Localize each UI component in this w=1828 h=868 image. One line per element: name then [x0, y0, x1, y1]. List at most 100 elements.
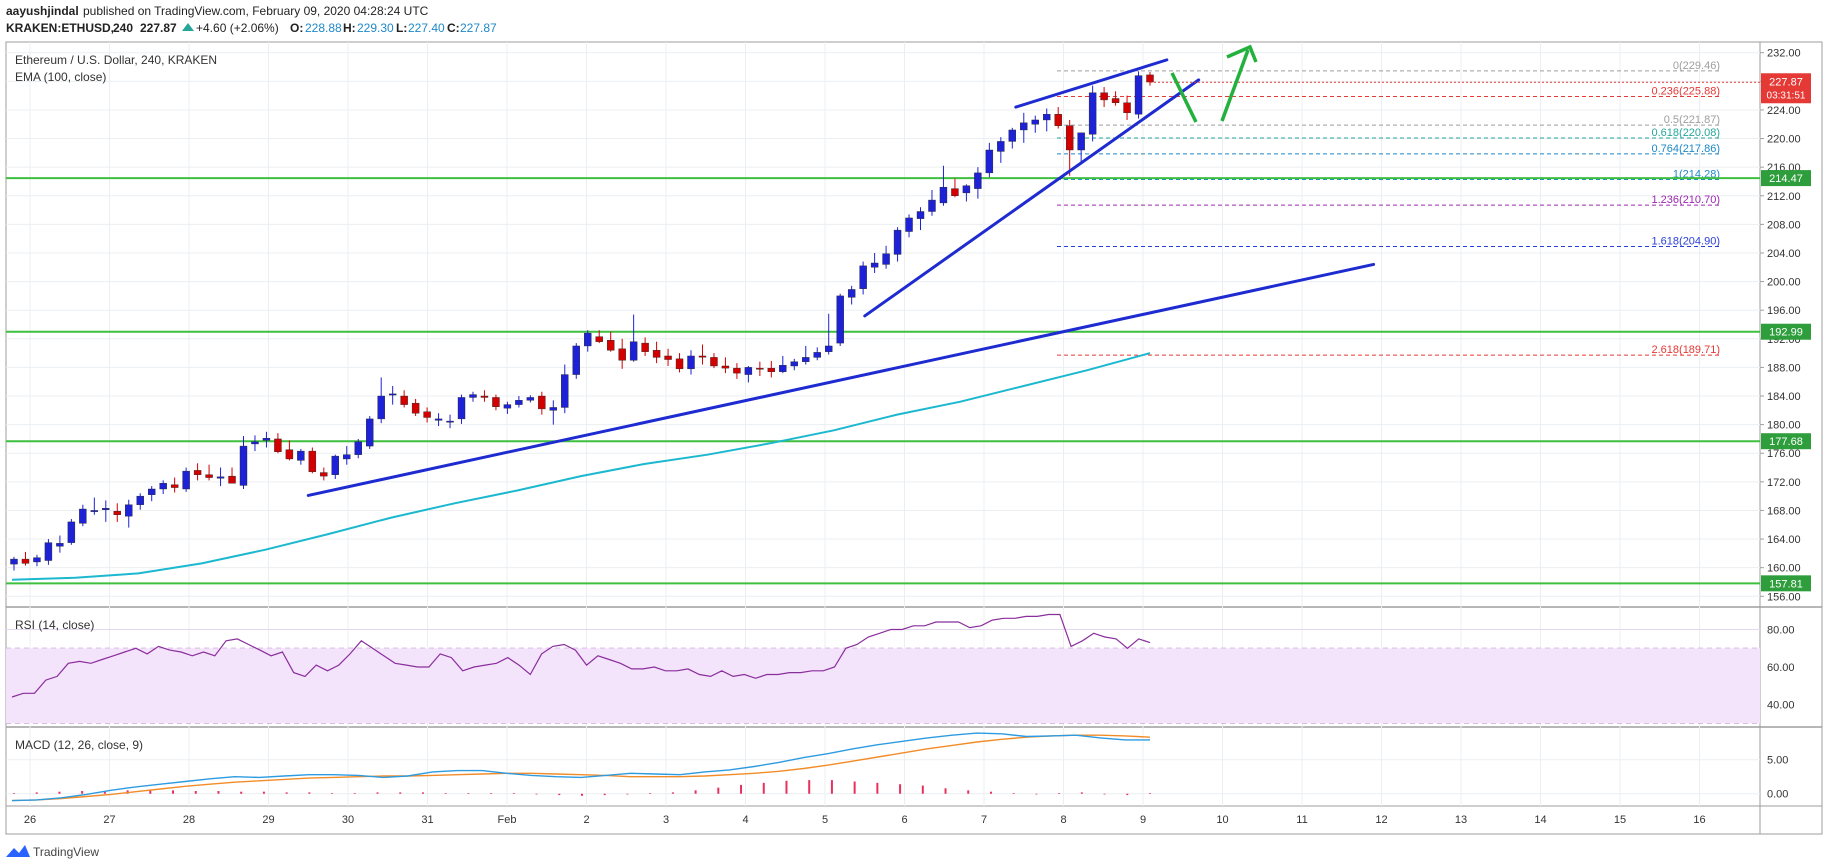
bearish-candle — [205, 464, 213, 481]
y-tick-label: 164.00 — [1767, 534, 1801, 546]
bullish-candle — [744, 365, 753, 383]
fib-level-label: 0.5(221.87) — [1664, 114, 1720, 126]
low-value: 227.40 — [408, 21, 445, 35]
bullish-candle — [67, 519, 76, 545]
last-price-tag — [1761, 73, 1811, 104]
x-tick-label: 12 — [1375, 814, 1387, 826]
candle-body — [549, 407, 558, 411]
candle-body — [652, 350, 661, 358]
x-tick-label: 30 — [342, 814, 354, 826]
candle-body — [331, 455, 339, 475]
candle-body — [985, 149, 994, 174]
support-price-tag — [1761, 575, 1811, 592]
y-tick-label: 176.00 — [1767, 448, 1801, 460]
up-triangle-icon — [182, 23, 194, 31]
bullish-candle — [526, 395, 535, 403]
bullish-candle — [457, 394, 466, 424]
projection-arrow[interactable] — [1170, 44, 1258, 123]
candle-body — [916, 211, 925, 219]
candle-body — [526, 397, 535, 401]
bullish-candle — [515, 396, 523, 408]
trendline-major-support[interactable] — [306, 262, 1376, 497]
candle-body — [974, 172, 982, 189]
bullish-candle — [262, 431, 271, 448]
arrow-down-leg — [1170, 72, 1198, 123]
bearish-candle — [767, 360, 776, 378]
trendline-rising-support[interactable] — [863, 78, 1201, 318]
candle-body — [1100, 92, 1108, 101]
candle-body — [997, 141, 1005, 152]
bearish-candle — [285, 440, 294, 461]
candle-body — [538, 395, 546, 410]
bullish-candle — [90, 497, 99, 515]
bullish-candle — [102, 500, 110, 522]
bullish-candle — [962, 184, 971, 202]
support-price-tag — [1761, 170, 1811, 187]
ema-legend: EMA (100, close) — [15, 70, 106, 84]
candle-body — [1020, 122, 1028, 131]
candle-body — [664, 355, 672, 360]
header-price: 227.87 — [140, 21, 177, 35]
candle-body — [446, 420, 454, 423]
candle-body — [102, 508, 110, 510]
close-value: 227.87 — [460, 21, 497, 35]
bearish-candle — [1100, 87, 1108, 108]
candle-body — [216, 476, 225, 479]
x-tick-label: 15 — [1614, 814, 1626, 826]
bearish-candle — [664, 348, 672, 366]
bullish-candle — [446, 414, 454, 429]
support-price-label: 192.99 — [1769, 327, 1803, 339]
candle-body — [503, 404, 512, 409]
candle-body — [744, 367, 753, 375]
trendlines[interactable] — [306, 58, 1376, 497]
y-tick-label: 172.00 — [1767, 477, 1801, 489]
trendline-rising-resistance[interactable] — [1014, 58, 1169, 109]
candle-body — [802, 357, 810, 362]
candle-body — [21, 558, 30, 564]
candle-body — [1065, 125, 1074, 151]
ema-layer — [11, 352, 1151, 581]
candle-body — [721, 365, 730, 369]
candle-body — [813, 352, 821, 358]
tradingview-logo-icon — [6, 845, 30, 857]
candle-body — [859, 265, 867, 289]
fib-level-label: 2.618(189.71) — [1652, 344, 1721, 356]
bearish-candle — [1054, 107, 1062, 129]
candle-body — [44, 542, 53, 561]
author-name[interactable]: aayushjindal — [6, 4, 79, 18]
x-tick-label: 7 — [981, 814, 987, 826]
bearish-candle — [675, 353, 684, 373]
candle-body — [882, 253, 890, 265]
rsi-legend: RSI (14, close) — [15, 618, 94, 632]
bearish-candle — [400, 390, 408, 408]
y-tick-label: 184.00 — [1767, 391, 1801, 403]
candle-body — [928, 199, 936, 212]
bullish-candle — [388, 386, 397, 405]
rsi-line — [11, 613, 1151, 698]
candle-body — [457, 397, 466, 420]
rsi-tick-label: 60.00 — [1767, 662, 1795, 674]
candle-body — [285, 449, 294, 460]
bullish-candle — [802, 345, 810, 365]
bullish-candle — [297, 448, 305, 465]
candle-body — [561, 374, 569, 408]
candle-body — [113, 510, 121, 515]
low-label: L: — [396, 21, 407, 35]
candle-body — [492, 397, 500, 407]
footer-brand[interactable]: TradingView — [6, 845, 99, 859]
rsi-tick-label: 80.00 — [1767, 625, 1795, 637]
candle-body — [779, 365, 787, 372]
bullish-candle — [997, 137, 1005, 163]
bullish-candle — [159, 480, 167, 494]
rsi-tick-label: 40.00 — [1767, 700, 1795, 712]
bearish-candle — [1123, 95, 1131, 120]
bullish-candle — [572, 343, 580, 379]
bearish-candle — [423, 407, 431, 423]
bullish-candle — [847, 285, 856, 305]
fib-level-label: 1.618(204.90) — [1652, 236, 1721, 248]
candle-body — [1146, 74, 1154, 83]
bullish-candle — [434, 413, 443, 427]
candle-body — [962, 185, 971, 194]
arrow-up-icon — [1226, 44, 1258, 63]
y-tick-label: 168.00 — [1767, 505, 1801, 517]
